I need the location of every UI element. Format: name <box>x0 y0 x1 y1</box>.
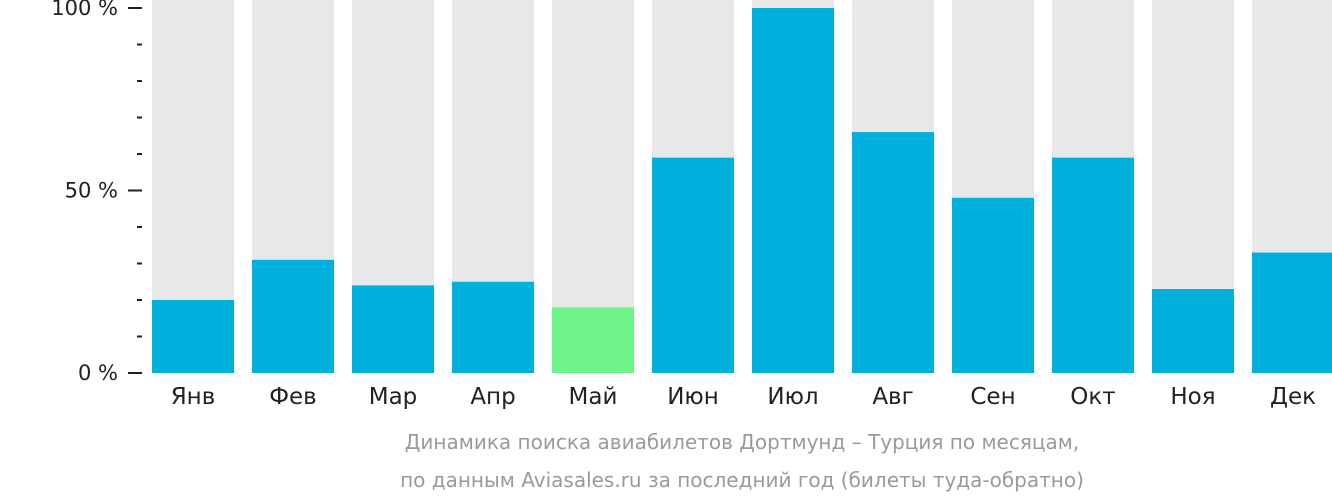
bar <box>752 8 834 373</box>
x-tick-label: Июн <box>667 384 719 410</box>
x-axis-labels: Янв Фев Мар Апр Май Июн Июл Авг Сен Окт Ноя Дек <box>171 384 1316 410</box>
x-tick-label: Авг <box>872 384 913 410</box>
y-tick-label: 100 % <box>51 0 118 20</box>
bar <box>1052 157 1134 373</box>
x-tick-label: Ноя <box>1170 384 1215 410</box>
bar <box>352 285 434 373</box>
data-bars <box>152 8 1332 373</box>
bar-chart: 0 % 50 % 100 % Янв Фев Мар Апр Май Июн Июл Авг Сен… <box>51 0 1332 410</box>
bar <box>652 157 734 373</box>
bar <box>152 300 234 373</box>
y-tick-label: 0 % <box>78 361 118 385</box>
bar <box>952 197 1034 373</box>
bar <box>452 281 534 373</box>
x-tick-label: Мар <box>369 384 418 410</box>
x-tick-label: Май <box>569 384 618 410</box>
x-tick-label: Янв <box>171 384 216 410</box>
bar <box>252 259 334 373</box>
x-tick-label: Дек <box>1270 384 1316 410</box>
x-tick-label: Фев <box>269 384 317 410</box>
x-tick-label: Окт <box>1070 384 1115 410</box>
y-axis: 0 % 50 % 100 % <box>51 0 142 385</box>
x-tick-label: Апр <box>470 384 515 410</box>
bar <box>852 132 934 373</box>
chart-caption-line-1: Динамика поиска авиабилетов Дортмунд – Т… <box>404 430 1080 454</box>
chart-caption-line-2: по данным Aviasales.ru за последний год … <box>400 468 1084 492</box>
bar <box>1252 252 1332 373</box>
x-tick-label: Сен <box>970 384 1015 410</box>
x-tick-label: Июл <box>767 384 818 410</box>
bar <box>1152 289 1234 373</box>
bar <box>552 307 634 373</box>
y-tick-label: 50 % <box>65 179 118 203</box>
